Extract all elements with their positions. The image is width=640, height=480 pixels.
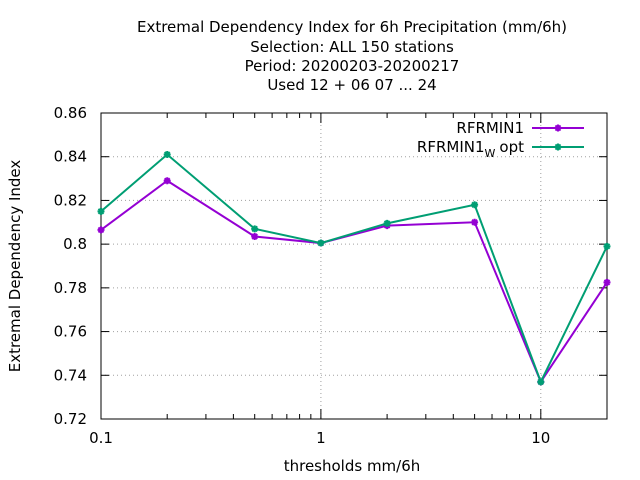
x-tick-label: 0.1 [89,429,113,447]
y-axis-label: Extremal Dependency Index [6,160,24,373]
data-point [603,242,611,250]
title-line-4: Used 12 + 06 07 ... 24 [267,76,436,94]
data-point [471,218,479,226]
y-tick-label: 0.76 [54,323,87,341]
data-point [97,226,105,234]
legend-marker-1 [554,124,562,132]
legend-marker-2 [554,143,562,151]
series-2 [97,151,611,386]
legend-label-1: RFRMIN1 [456,119,524,137]
y-tick-label: 0.74 [54,366,87,384]
x-axis-label: thresholds mm/6h [284,457,421,475]
data-point [317,239,325,247]
title-line-1: Extremal Dependency Index for 6h Precipi… [137,18,567,36]
data-point [603,278,611,286]
data-point [471,201,479,209]
y-tick-label: 0.72 [54,410,87,428]
x-tick-label: 10 [531,429,550,447]
series-1 [97,177,611,386]
series-line [100,179,608,384]
tick-labels: 0.72 0.74 0.76 0.78 0.8 0.82 0.84 0.86 0.1 1 10 [54,104,551,447]
y-tick-label: 0.78 [54,279,87,297]
y-tick-label: 0.84 [54,148,87,166]
data-point [251,232,259,240]
series [97,151,611,386]
legend-label-2: RFRMIN1W opt [417,138,524,160]
y-tick-label: 0.8 [63,235,87,253]
legend-label-2-sub: W [485,147,496,160]
title-line-3: Period: 20200203-20200217 [245,57,460,75]
data-point [383,219,391,227]
data-point [163,177,171,185]
legend: RFRMIN1 RFRMIN1W opt [417,119,584,160]
y-tick-label: 0.86 [54,104,87,122]
title-line-2: Selection: ALL 150 stations [250,38,454,56]
legend-label-2-main: RFRMIN1 [417,138,485,156]
legend-label-2-suffix: opt [499,138,524,156]
data-point [251,225,259,233]
y-tick-label: 0.82 [54,191,87,209]
chart-title: Extremal Dependency Index for 6h Precipi… [137,18,567,94]
plot-frame [100,112,608,420]
data-point [537,378,545,386]
data-point [97,207,105,215]
grid [101,113,607,419]
axis-ticks [100,112,608,420]
series-line [100,153,608,385]
data-point [163,151,171,159]
x-tick-label: 1 [316,429,326,447]
